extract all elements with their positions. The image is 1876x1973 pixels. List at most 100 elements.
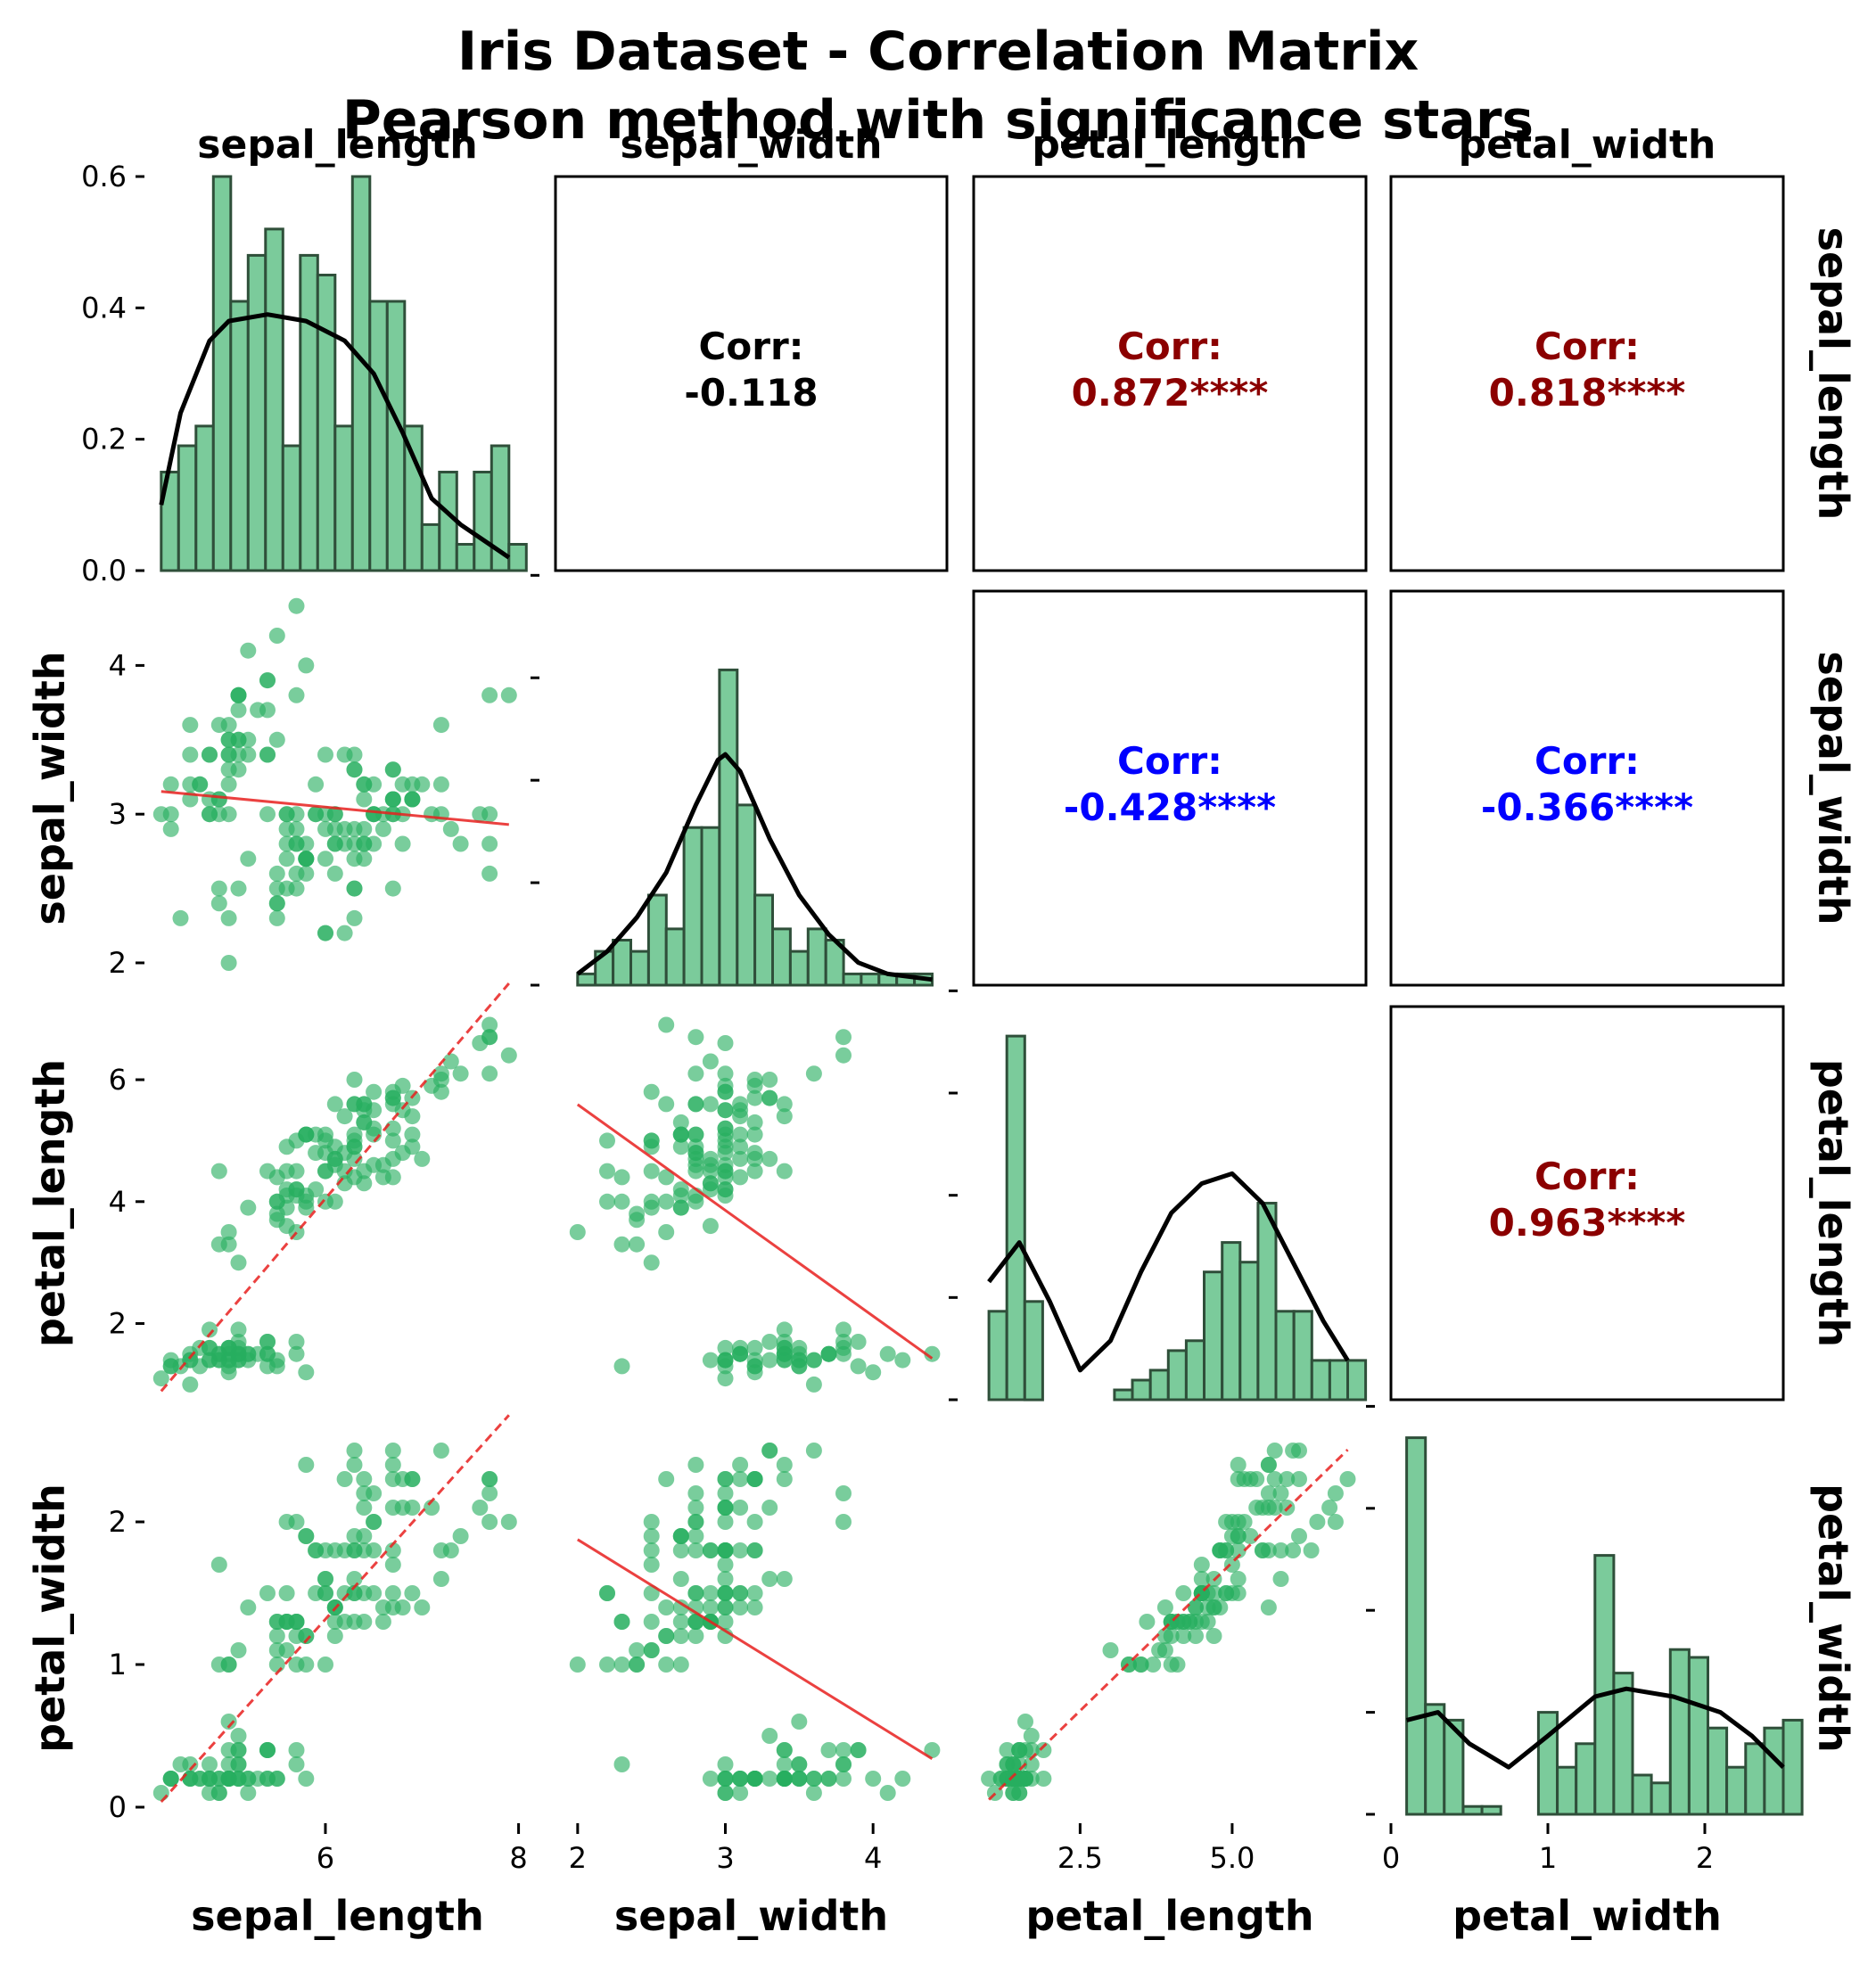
scatter-point (894, 1352, 911, 1369)
scatter-point (317, 925, 333, 941)
scatter-point (452, 1065, 469, 1082)
scatter-point (717, 1126, 734, 1143)
scatter-point (717, 1614, 734, 1630)
scatter-point (981, 1771, 998, 1787)
scatter-point (374, 820, 391, 837)
histogram-bar (1005, 1034, 1026, 1402)
scatter-point (761, 1150, 778, 1167)
scatter-point (414, 1150, 431, 1167)
scatter-point (250, 702, 267, 719)
scatter-point (336, 1108, 353, 1125)
row-label-petal_length: petal_length (1809, 1059, 1857, 1347)
scatter-point (746, 1077, 763, 1094)
scatter-point (172, 1756, 189, 1772)
scatter-point (481, 806, 498, 823)
scatter-point (805, 1352, 822, 1369)
scatter-point (220, 1656, 237, 1673)
scatter-point (268, 1193, 285, 1210)
scatter-point (346, 1571, 363, 1587)
scatter-point (717, 1542, 734, 1558)
scatter-point (346, 820, 363, 837)
scatter-point (336, 1614, 353, 1630)
scatter-point (732, 1150, 749, 1167)
scatter-point (1223, 1528, 1240, 1544)
scatter-point (259, 672, 276, 689)
correlation-label: Corr: (1535, 1155, 1640, 1198)
scatter-point (1005, 1785, 1022, 1801)
scatter-point (717, 1065, 734, 1082)
histogram-bar (1328, 1359, 1350, 1402)
column-header-petal_length: petal_length (1032, 122, 1307, 168)
scatter-point (1230, 1542, 1247, 1558)
histogram-bar (1725, 1765, 1748, 1816)
correlation-value: -0.428**** (1064, 785, 1276, 829)
scatter-point (336, 1471, 353, 1487)
scatter-point (717, 1370, 734, 1387)
scatter-point (1169, 1656, 1186, 1673)
scatter-point (162, 806, 179, 823)
y-tick-label: 6 (109, 1063, 127, 1097)
scatter-point (1260, 1599, 1277, 1615)
scatter-point (687, 1029, 704, 1046)
scatter-point (746, 1352, 763, 1369)
histogram-bar (806, 927, 827, 987)
scatter-point (308, 776, 325, 793)
scatter-point (746, 1771, 763, 1787)
y-tick-label: 2 (109, 946, 127, 980)
scatter-point (643, 1193, 660, 1210)
scatter-point (268, 1771, 285, 1787)
scatter-point (268, 909, 285, 926)
histogram-bar (490, 444, 511, 572)
scatter-point (613, 1656, 630, 1673)
y-tick-label: 0.4 (81, 291, 127, 325)
correlation-label: Corr: (699, 325, 804, 368)
scatter-point (672, 1628, 689, 1644)
scatter-point (346, 1528, 363, 1544)
x-tick-label: 4 (864, 1841, 882, 1875)
scatter-point (702, 1096, 719, 1113)
scatter-point (717, 1035, 734, 1051)
scatter-point (1193, 1571, 1210, 1587)
scatter-point (835, 1321, 852, 1338)
scatter-point (776, 1742, 793, 1758)
scatter-point (658, 1224, 675, 1240)
correlation-panel-sepal_length-petal_length: Corr:0.872**** (972, 175, 1368, 572)
scatter-point (210, 1785, 227, 1801)
scatter-point (288, 1334, 305, 1350)
scatter-point (687, 1096, 704, 1113)
scatter-point (356, 1485, 373, 1501)
correlation-value: -0.118 (684, 371, 818, 415)
scatter-point (1272, 1485, 1289, 1501)
scatter-point (672, 1528, 689, 1544)
scatter-point (210, 1557, 227, 1573)
scatter-point (1291, 1443, 1307, 1459)
scatter-point (732, 1500, 749, 1516)
scatter-point (346, 880, 363, 897)
row-label-sepal_length: sepal_length (1809, 227, 1857, 521)
scatter-point (288, 1742, 305, 1758)
scatter-point (317, 851, 333, 867)
scatter-point (384, 1120, 401, 1137)
scatter-point (776, 1471, 793, 1487)
scatter-point (230, 1254, 247, 1271)
histogram-bar (1166, 1349, 1188, 1402)
scatter-point (220, 1224, 237, 1240)
scatter-point (1205, 1628, 1222, 1644)
scatter-point (1339, 1471, 1356, 1487)
scatter-point (791, 1714, 808, 1730)
scatter-point (384, 1542, 401, 1558)
scatter-point (658, 1628, 675, 1644)
scatter-point (702, 1599, 719, 1615)
scatter-point (820, 1771, 837, 1787)
histogram-panel-sepal_width (531, 573, 934, 987)
scatter-point (599, 1656, 615, 1673)
scatter-point (452, 835, 469, 852)
scatter-point (432, 1083, 449, 1100)
scatter-point (761, 1089, 778, 1106)
scatter-point (702, 1053, 719, 1070)
scatter-point (356, 791, 373, 808)
scatter-point (278, 1585, 295, 1601)
scatter-point (746, 1339, 763, 1356)
scatter-point (288, 1614, 305, 1630)
scatter-point (1035, 1742, 1052, 1758)
